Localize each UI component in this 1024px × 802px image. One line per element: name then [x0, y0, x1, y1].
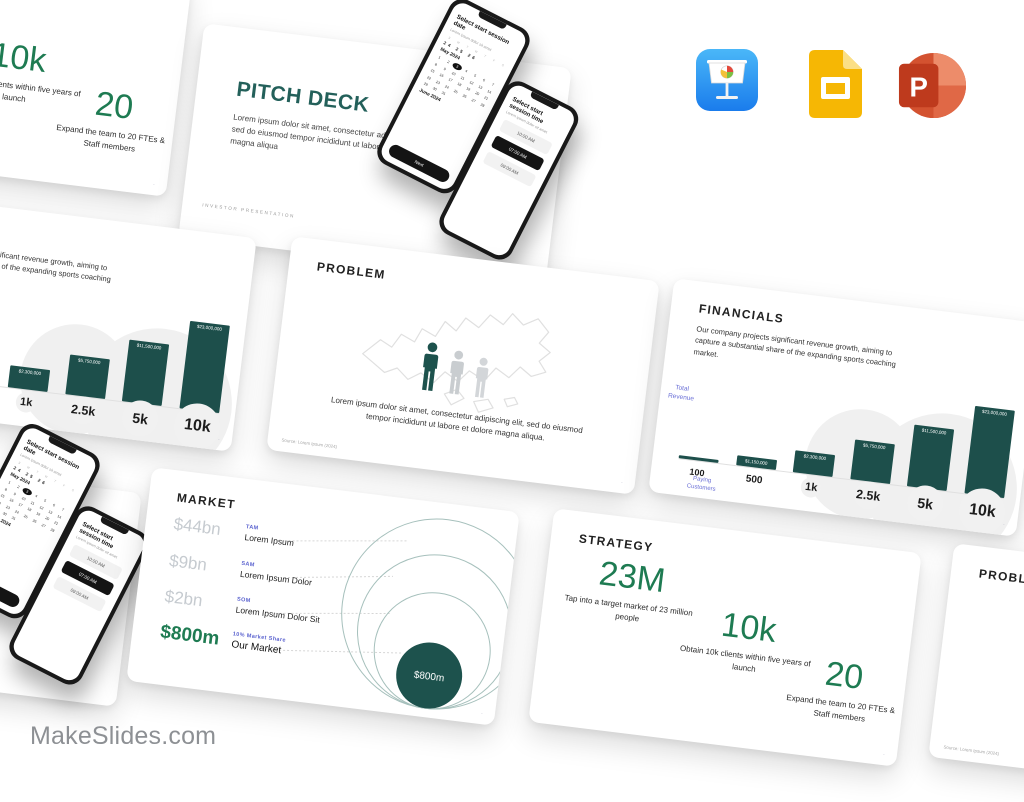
person-icon	[474, 357, 489, 398]
person-icon	[449, 350, 464, 395]
page: { "brand": {"label": "MakeSlides.com"}, …	[0, 0, 1024, 767]
people-pictograms	[416, 341, 494, 401]
bar-value-label: $5,750,000	[862, 442, 886, 451]
bar-value-label: $11,500,000	[136, 342, 162, 351]
slide-card-problem: PROBLEM Lorem ipsum dolor sit amet, cons…	[266, 236, 660, 495]
powerpoint-letter: P	[909, 71, 927, 102]
category-label: 5k	[905, 483, 946, 524]
revenue-bar: $5,750,000	[65, 354, 110, 400]
slide-card-problem-partial: PROBLEM Source: Lorem Ipsum (2024)	[928, 543, 1024, 802]
category-label: 10k	[956, 485, 1008, 537]
category-label: 1k	[800, 476, 823, 499]
financials-chart: 100 $1,150,000 500 $2,300,000 1k $5,750,000 2.…	[678, 370, 1024, 537]
bar-chart: 100 $1,150,000 500 $2,300,000 1k $5,750,000 2.…	[678, 370, 1015, 537]
financials-chart: 100$1,150,000500$2,300,0001k$5,750,0002.…	[0, 285, 241, 452]
strategy-stat: 23M Tap into a target market of 23 milli…	[560, 550, 702, 631]
slide-description: Our company projects significant revenue…	[0, 239, 112, 285]
page-number: ·	[882, 752, 886, 759]
person-icon	[422, 342, 439, 391]
category-label: 100	[688, 466, 706, 479]
bar-column: $1,150,000 500	[735, 455, 777, 486]
bar-value-label: $1,150,000	[744, 458, 768, 466]
stat-value: 10k	[0, 35, 49, 81]
slide-title: STRATEGY	[578, 531, 655, 555]
page-number: ·	[152, 182, 156, 189]
revenue-bar: $5,750,000	[850, 439, 895, 485]
next-button: Next	[386, 142, 452, 185]
strategy-stat: 20 Expand the team to 20 FTEs & Staff me…	[49, 80, 176, 159]
category-label: 1k	[15, 391, 38, 414]
keynote-icon[interactable]	[695, 48, 759, 117]
slide-title: PROBLEM	[316, 259, 387, 282]
bar-value-label: $23,000,000	[981, 408, 1008, 417]
powerpoint-icon[interactable]: P	[896, 50, 967, 126]
slide-card-strategy-partial: STRATEGY 23M Tap into a target market of…	[0, 0, 192, 197]
bar-value-label: $2,300,000	[18, 368, 42, 377]
slide-title: PROBLEM	[978, 566, 1024, 589]
bar-column: 100	[678, 455, 719, 478]
bar-value-label: $23,000,000	[196, 323, 223, 332]
revenue-bar: $11,500,000	[907, 424, 955, 492]
bar-value-label: $5,750,000	[77, 357, 101, 366]
bar-value-label: $11,500,000	[921, 427, 947, 436]
bubble-label: $800m	[413, 670, 445, 685]
category-label: 500	[745, 473, 764, 487]
slide-card-strategy: STRATEGY 23M Tap into a target market of…	[528, 508, 922, 767]
slide-card-market: MARKET $800m $44bn TAM Lorem Ipsum $9bn …	[126, 467, 520, 726]
revenue-bar	[678, 455, 719, 463]
our-market-bubble	[396, 642, 463, 709]
revenue-bar: $2,300,000	[792, 450, 836, 478]
bar-value-label	[679, 455, 719, 462]
revenue-bar: $11,500,000	[122, 339, 170, 407]
bar-column: $2,300,000 1k	[792, 450, 836, 499]
revenue-bar: $2,300,000	[7, 365, 51, 393]
revenue-bar: $1,150,000	[735, 455, 777, 470]
category-label: 5k	[120, 398, 161, 439]
strategy-stat: 20 Expand the team to 20 FTEs & Staff me…	[779, 650, 906, 729]
slide-card-phones-partial: Select start session date Lorem ipsum do…	[0, 419, 154, 707]
category-label: 2.5k	[67, 394, 99, 427]
source-note: Source: Lorem Ipsum (2024)	[281, 437, 338, 450]
brand-logo[interactable]: MakeSlides.com	[30, 722, 217, 750]
page-number: ·	[620, 480, 624, 487]
next-button: Next	[0, 567, 22, 610]
bar-column: $5,750,000 2.5k	[65, 354, 110, 427]
bar-column: $11,500,000 5k	[905, 424, 955, 524]
bar-value-label: $2,300,000	[803, 453, 827, 462]
slide-title: PITCH DECK	[235, 77, 371, 117]
bar-column: $11,500,000 5k	[120, 339, 170, 439]
source-note: Source: Lorem Ipsum (2024)	[943, 744, 1000, 757]
slide-footer: INVESTOR PRESENTATION	[202, 202, 296, 219]
slide-card-financials: FINANCIALS Our company projects signific…	[648, 278, 1024, 537]
bar-column: $2,300,000 1k	[7, 365, 51, 414]
bar-column: $5,750,000 2.5k	[850, 439, 895, 512]
category-label: 2.5k	[852, 479, 884, 512]
category-label: 10k	[171, 400, 223, 452]
slide-title: FINANCIALS	[698, 301, 785, 326]
google-slides-icon[interactable]	[809, 50, 862, 123]
